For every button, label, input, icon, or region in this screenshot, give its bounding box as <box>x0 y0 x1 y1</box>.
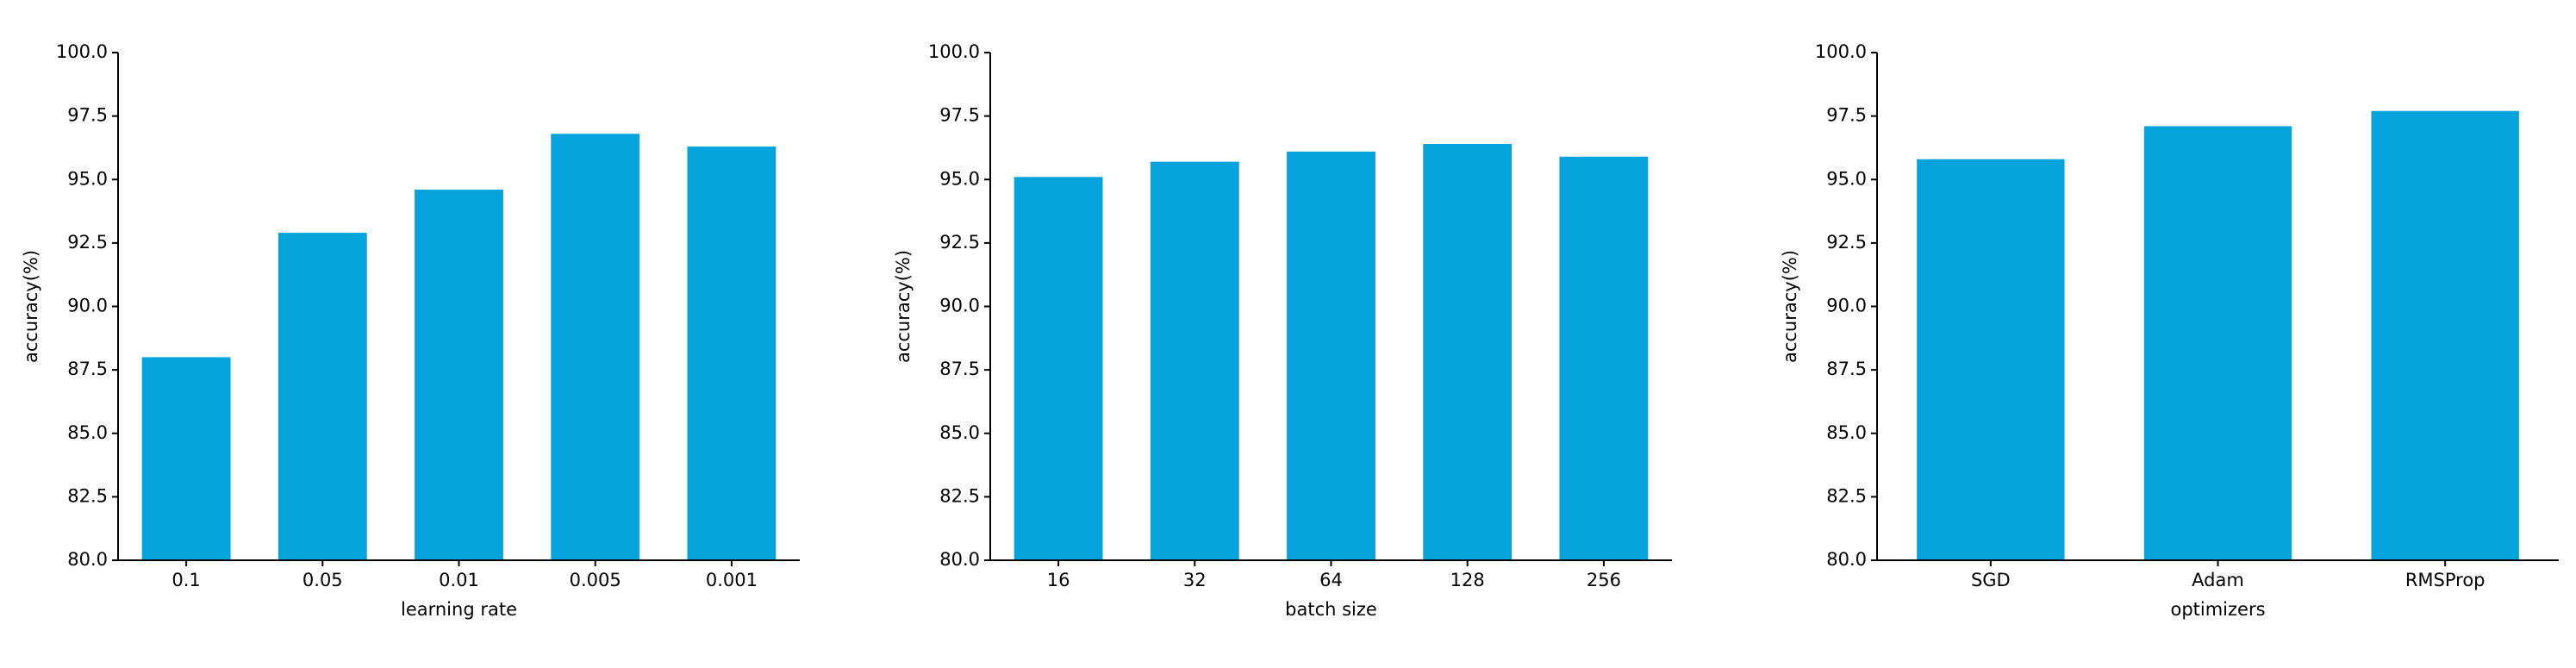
x-axis-label: optimizers <box>2170 599 2265 620</box>
y-tick-label: 82.5 <box>939 485 980 506</box>
y-tick-label: 80.0 <box>939 549 980 570</box>
y-tick-label: 90.0 <box>939 296 980 316</box>
y-tick-label: 87.5 <box>939 359 980 379</box>
y-tick-label: 100.0 <box>56 41 108 62</box>
bar <box>551 134 640 561</box>
y-tick-label: 90.0 <box>67 296 108 316</box>
x-tick-label: 256 <box>1587 570 1621 590</box>
bar <box>2371 110 2519 561</box>
y-tick-label: 92.5 <box>1826 232 1867 253</box>
y-tick-label: 95.0 <box>1826 168 1867 189</box>
x-tick-label: 0.05 <box>303 570 343 590</box>
bar <box>278 233 367 560</box>
x-tick-label: 0.1 <box>172 570 200 590</box>
y-tick-label: 85.0 <box>939 422 980 443</box>
x-axis-label: learning rate <box>401 599 517 620</box>
bar <box>2143 126 2292 560</box>
x-tick-label: Adam <box>2192 570 2244 590</box>
bar <box>415 190 503 560</box>
x-tick-label: 128 <box>1450 570 1485 590</box>
y-tick-label: 97.5 <box>939 105 980 126</box>
x-tick-label: 0.001 <box>706 570 758 590</box>
y-axis-label: accuracy(%) <box>1780 250 1800 363</box>
bar <box>1287 151 1375 561</box>
y-tick-label: 95.0 <box>939 168 980 189</box>
bar <box>1423 144 1513 560</box>
y-tick-label: 80.0 <box>1826 549 1867 570</box>
y-tick-label: 92.5 <box>67 232 108 253</box>
y-tick-label: 82.5 <box>1826 485 1867 506</box>
y-tick-label: 100.0 <box>1815 41 1867 62</box>
y-tick-label: 95.0 <box>67 168 108 189</box>
x-tick-label: SGD <box>1971 570 2011 590</box>
y-tick-label: 97.5 <box>67 105 108 126</box>
bar <box>1917 159 2065 560</box>
bar <box>1014 177 1103 560</box>
bar <box>1559 156 1649 560</box>
bar <box>1150 161 1239 560</box>
x-tick-label: 64 <box>1319 570 1343 590</box>
y-axis-label: accuracy(%) <box>893 250 914 363</box>
x-tick-label: 16 <box>1047 570 1070 590</box>
y-tick-label: 90.0 <box>1826 296 1867 316</box>
x-tick-label: 0.01 <box>439 570 479 590</box>
x-tick-label: 0.005 <box>570 570 621 590</box>
y-tick-label: 87.5 <box>1826 359 1867 379</box>
y-tick-label: 85.0 <box>1826 422 1867 443</box>
x-tick-label: RMSProp <box>2405 570 2486 590</box>
y-tick-label: 80.0 <box>67 549 108 570</box>
bar <box>141 357 231 560</box>
x-tick-label: 32 <box>1183 570 1207 590</box>
y-tick-label: 85.0 <box>67 422 108 443</box>
y-tick-label: 97.5 <box>1826 105 1867 126</box>
y-tick-label: 82.5 <box>67 485 108 506</box>
x-axis-label: batch size <box>1285 599 1377 620</box>
y-tick-label: 87.5 <box>67 359 108 379</box>
y-axis-label: accuracy(%) <box>21 250 41 363</box>
y-tick-label: 92.5 <box>939 232 980 253</box>
y-tick-label: 100.0 <box>928 41 980 62</box>
bar <box>687 146 777 560</box>
